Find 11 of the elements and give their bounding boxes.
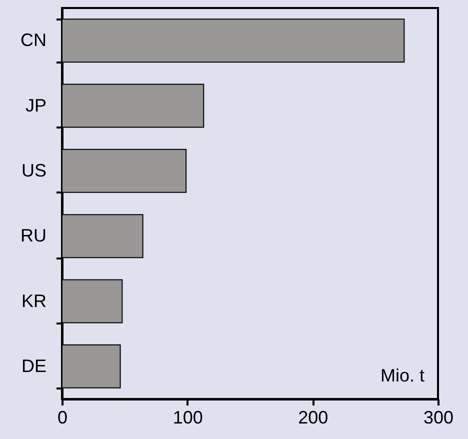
x-tick-label: 200 <box>298 408 328 428</box>
y-tick-label: DE <box>21 356 46 376</box>
y-tick-label: CN <box>20 30 46 50</box>
x-tick-label: 100 <box>172 408 203 428</box>
y-tick-label: RU <box>20 226 46 246</box>
x-tick-label: 0 <box>57 408 68 428</box>
y-tick-label: JP <box>25 95 46 116</box>
y-tick-label: KR <box>21 290 46 311</box>
y-tick-label: US <box>21 160 46 180</box>
x-tick-label: 300 <box>423 408 454 428</box>
x-axis-title: Mio. t <box>380 366 424 386</box>
